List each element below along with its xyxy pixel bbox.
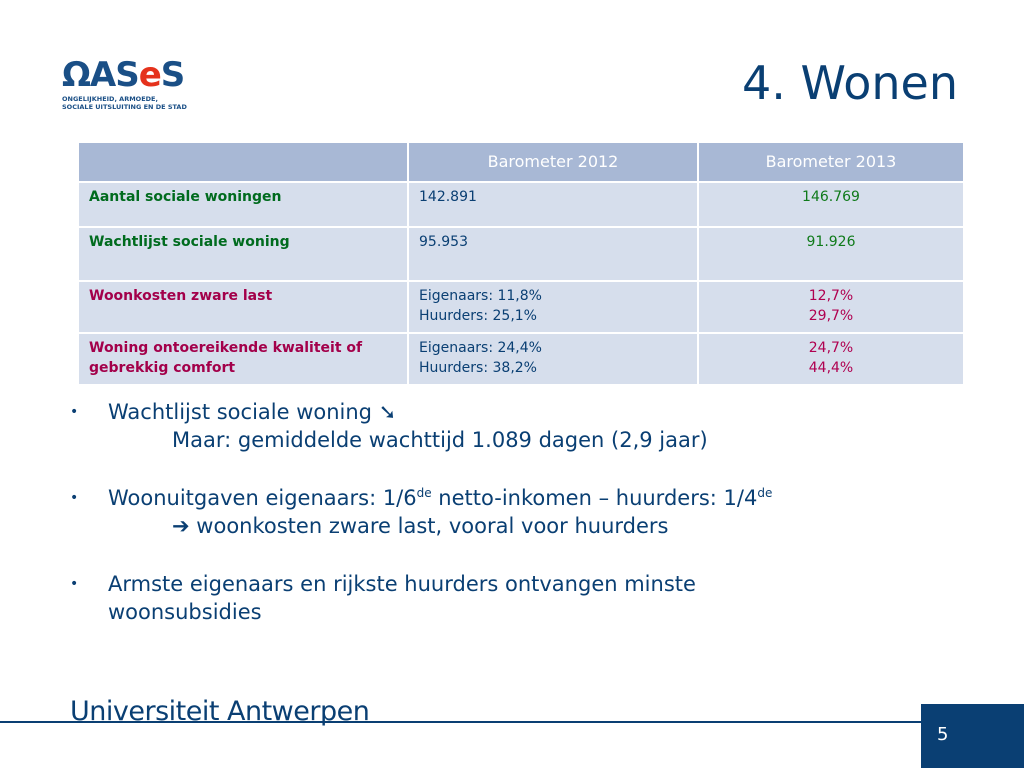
arrow-right-icon: ➔ [172, 514, 190, 538]
bullet-subline: Maar: gemiddelde wachttijd 1.089 dagen (… [172, 428, 708, 452]
cell-2013: 91.926 [697, 226, 965, 282]
cell-2013: 12,7% 29,7% [697, 280, 965, 334]
bullet-dot: • [70, 404, 79, 420]
bullet-item: • Woonuitgaven eigenaars: 1/6de netto-in… [70, 486, 773, 510]
bullet-list: • Wachtlijst sociale woning ➘ Maar: gemi… [70, 398, 970, 626]
logo-wordmark: ΩASeS [62, 55, 185, 95]
table-row: Woning ontoereikende kwaliteit of gebrek… [77, 332, 965, 386]
cell-2012: Eigenaars: 11,8% Huurders: 25,1% [407, 280, 699, 334]
row-label: Woonkosten zware last [77, 280, 409, 334]
bullet-item: • Armste eigenaars en rijkste huurders o… [70, 572, 696, 624]
oases-logo: ΩASeS ONGELIJKHEID, ARMOEDE, SOCIALE UIT… [62, 56, 212, 111]
footer-divider [0, 721, 921, 723]
header-empty [77, 141, 409, 183]
table-row: Aantal sociale woningen 142.891 146.769 [77, 181, 965, 228]
cell-2012: 142.891 [407, 181, 699, 228]
table-header-row: Barometer 2012 Barometer 2013 [77, 141, 965, 183]
page-number-box [921, 704, 1024, 768]
cell-2012: Eigenaars: 24,4% Huurders: 38,2% [407, 332, 699, 386]
row-label: Woning ontoereikende kwaliteit of gebrek… [77, 332, 409, 386]
bullet-dot: • [70, 490, 79, 506]
barometer-table: Barometer 2012 Barometer 2013 Aantal soc… [77, 141, 965, 386]
bullet-subline: ➔ woonkosten zware last, vooral voor huu… [172, 514, 669, 538]
page-number: 5 [937, 724, 949, 745]
table-row: Wachtlijst sociale woning 95.953 91.926 [77, 226, 965, 282]
table-row: Woonkosten zware last Eigenaars: 11,8% H… [77, 280, 965, 334]
header-2012: Barometer 2012 [407, 141, 699, 183]
bullet-item: • Wachtlijst sociale woning ➘ [70, 400, 397, 424]
cell-2013: 146.769 [697, 181, 965, 228]
arrow-down-right-icon: ➘ [378, 400, 397, 424]
header-2013: Barometer 2013 [697, 141, 965, 183]
bullet-dot: • [70, 576, 79, 592]
slide-title: 4. Wonen [741, 56, 958, 110]
row-label: Aantal sociale woningen [77, 181, 409, 228]
logo-subtitle: ONGELIJKHEID, ARMOEDE, SOCIALE UITSLUITI… [62, 95, 187, 111]
cell-2013: 24,7% 44,4% [697, 332, 965, 386]
cell-2012: 95.953 [407, 226, 699, 282]
row-label: Wachtlijst sociale woning [77, 226, 409, 282]
